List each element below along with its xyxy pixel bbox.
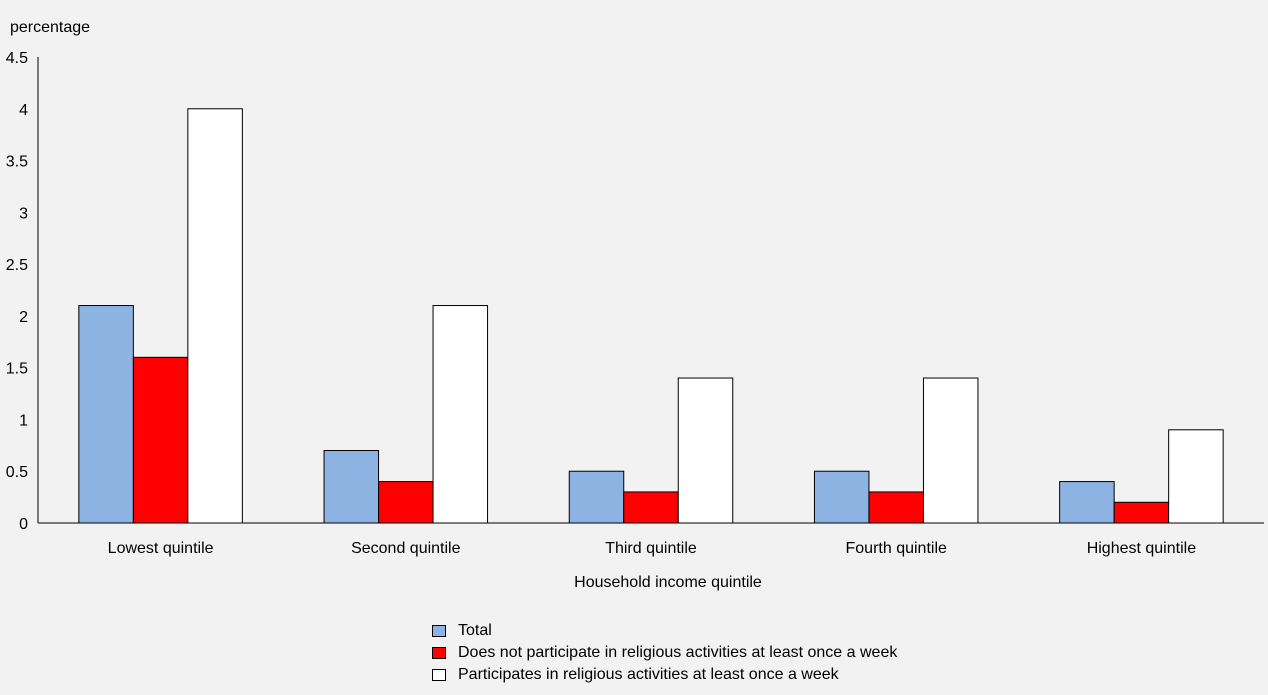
bar	[378, 481, 434, 524]
bar	[922, 377, 979, 524]
x-tick-label: Second quintile	[351, 540, 461, 557]
bars	[78, 108, 1224, 524]
legend-item-does-not-participate: Does not participate in religious activi…	[432, 642, 897, 664]
y-tick-label: 3	[19, 205, 28, 222]
bar	[1113, 501, 1170, 524]
bar	[1168, 429, 1224, 524]
legend: Total Does not participate in religious …	[432, 620, 897, 686]
y-tick-label: 3.5	[6, 154, 28, 171]
bar	[132, 356, 189, 524]
bar	[432, 305, 489, 524]
bar	[568, 470, 625, 524]
x-axis-title: Household income quintile	[574, 574, 762, 591]
x-axis-ticks: Lowest quintile Second quintile Third quin…	[108, 540, 1197, 557]
y-tick-label: 2.5	[6, 257, 28, 274]
legend-item-participates: Participates in religious activities at …	[432, 664, 897, 686]
bar	[677, 377, 734, 524]
legend-label: Does not participate in religious activi…	[458, 644, 898, 661]
legend-label: Participates in religious activities at …	[458, 666, 839, 683]
legend-swatch	[432, 625, 446, 637]
y-axis-ticks: 0 0.5 1 1.5 2 2.5 3 3.5 4 4.5	[6, 50, 28, 533]
legend-swatch	[432, 647, 446, 659]
y-tick-label: 0.5	[6, 464, 28, 481]
y-tick-label: 0	[19, 516, 28, 533]
x-tick-label: Highest quintile	[1087, 540, 1197, 557]
legend-label: Total	[458, 622, 492, 639]
y-tick-label: 2	[19, 309, 28, 326]
y-axis-title: percentage	[10, 19, 90, 36]
y-tick-label: 1.5	[6, 361, 28, 378]
bar	[868, 491, 924, 524]
bar	[78, 305, 134, 524]
bar	[1059, 481, 1115, 524]
x-tick-label: Lowest quintile	[108, 540, 214, 557]
y-tick-label: 1	[19, 412, 28, 429]
legend-swatch	[432, 669, 446, 681]
y-tick-label: 4	[19, 102, 28, 119]
y-tick-label: 4.5	[6, 50, 28, 67]
x-tick-label: Third quintile	[605, 540, 697, 557]
legend-item-total: Total	[432, 620, 897, 642]
bar-chart: percentage 0 0.5 1 1.5 2 2.5 3 3.5 4 4.5 Lowest q…	[6, 19, 1264, 591]
bar	[187, 108, 243, 524]
bar	[323, 450, 380, 524]
bar	[813, 470, 870, 524]
x-tick-label: Fourth quintile	[846, 540, 947, 557]
bar	[623, 491, 679, 524]
